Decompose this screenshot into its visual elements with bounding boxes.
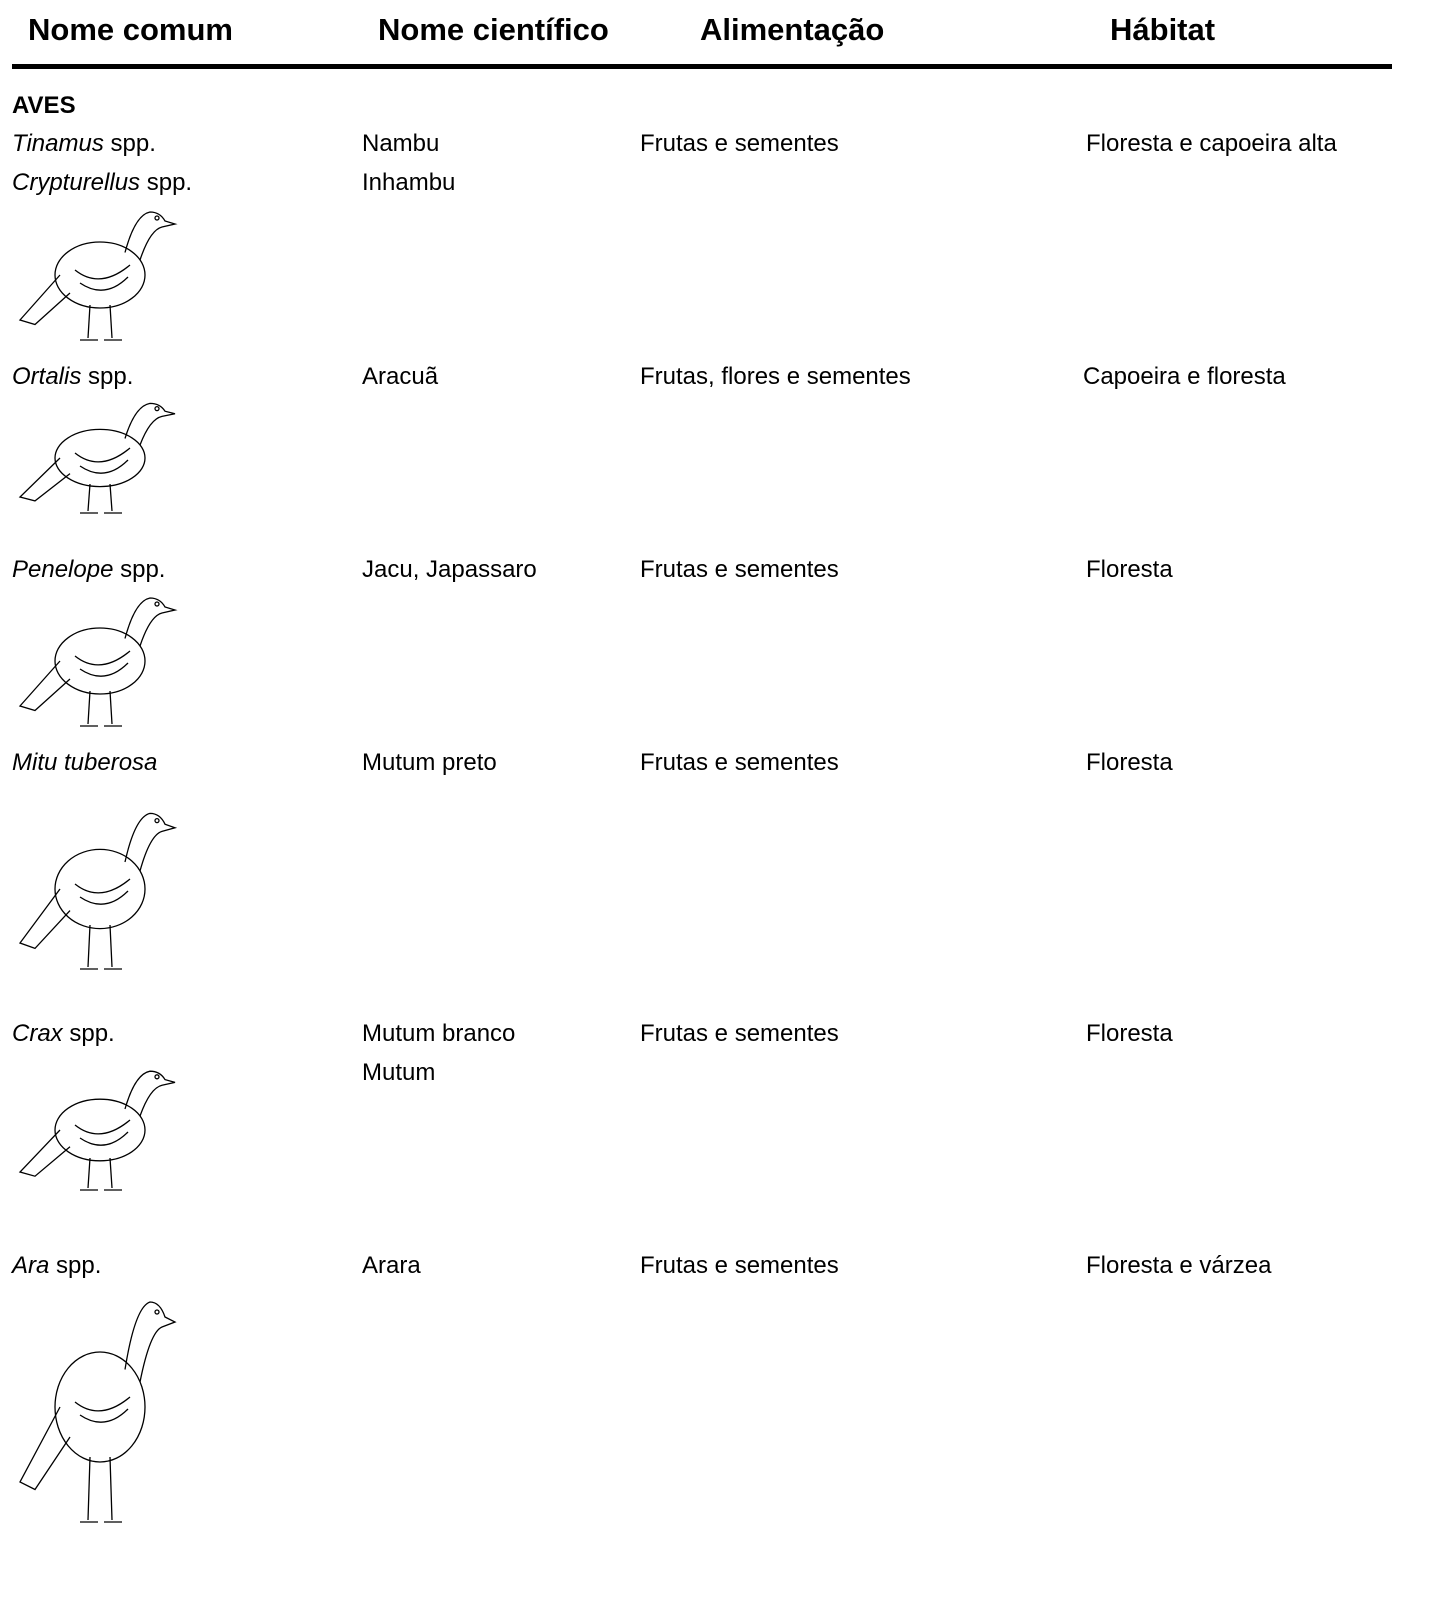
food: Frutas e sementes xyxy=(640,749,839,776)
suffix: spp. xyxy=(56,1252,102,1279)
bird-illustration xyxy=(18,597,178,727)
column-header: Nome comum xyxy=(28,12,233,47)
genus: Ara xyxy=(12,1252,50,1279)
genus: Ortalis xyxy=(12,363,82,390)
scientific-name: Tinamus spp. xyxy=(12,130,156,158)
header-rule xyxy=(12,64,1392,69)
bird-illustration xyxy=(18,211,178,341)
scientific-name: Crypturellus spp. xyxy=(12,169,192,197)
suffix: spp. xyxy=(88,363,134,390)
scientific-name: Mitu tuberosa xyxy=(12,749,157,777)
common-name: Arara xyxy=(362,1252,421,1279)
genus: Mitu tuberosa xyxy=(12,749,158,776)
food: Frutas, flores e sementes xyxy=(640,363,911,390)
scientific-name: Penelope spp. xyxy=(12,556,165,584)
bird-illustration xyxy=(18,812,178,970)
scientific-name: Crax spp. xyxy=(12,1020,115,1048)
common-name: Mutum branco xyxy=(362,1020,516,1047)
scientific-name: Ortalis spp. xyxy=(12,363,133,391)
genus: Penelope xyxy=(12,556,114,583)
suffix: spp. xyxy=(146,169,193,196)
genus: Tinamus xyxy=(12,130,104,157)
genus: Crypturellus xyxy=(12,169,141,196)
food: Frutas e sementes xyxy=(640,130,839,157)
suffix: spp. xyxy=(69,1020,115,1047)
column-header: Hábitat xyxy=(1110,12,1216,47)
habitat: Floresta xyxy=(1086,556,1173,583)
habitat: Floresta xyxy=(1086,749,1173,776)
habitat: Floresta xyxy=(1086,1020,1173,1047)
habitat: Capoeira e floresta xyxy=(1083,363,1286,390)
common-name: Aracuã xyxy=(362,363,439,390)
bird-illustration xyxy=(18,1070,176,1191)
food: Frutas e sementes xyxy=(640,1252,839,1279)
common-name: Jacu, Japassaro xyxy=(362,556,537,583)
scientific-name: Ara spp. xyxy=(12,1252,101,1280)
common-name: Inhambu xyxy=(362,169,456,196)
food: Frutas e sementes xyxy=(640,556,839,583)
common-name: Mutum xyxy=(362,1059,436,1086)
food: Frutas e sementes xyxy=(640,1020,839,1047)
suffix: spp. xyxy=(120,556,166,583)
common-name: Mutum preto xyxy=(362,749,497,776)
habitat: Floresta e capoeira alta xyxy=(1086,130,1337,157)
section-title: AVES xyxy=(12,92,76,119)
genus: Crax xyxy=(12,1020,63,1047)
column-header: Alimentação xyxy=(700,12,885,47)
bird-illustration xyxy=(19,1301,177,1523)
suffix: spp. xyxy=(110,130,156,157)
column-header: Nome científico xyxy=(378,12,609,47)
common-name: Nambu xyxy=(362,130,440,157)
habitat: Floresta e várzea xyxy=(1086,1252,1272,1279)
bird-illustration xyxy=(18,402,176,514)
